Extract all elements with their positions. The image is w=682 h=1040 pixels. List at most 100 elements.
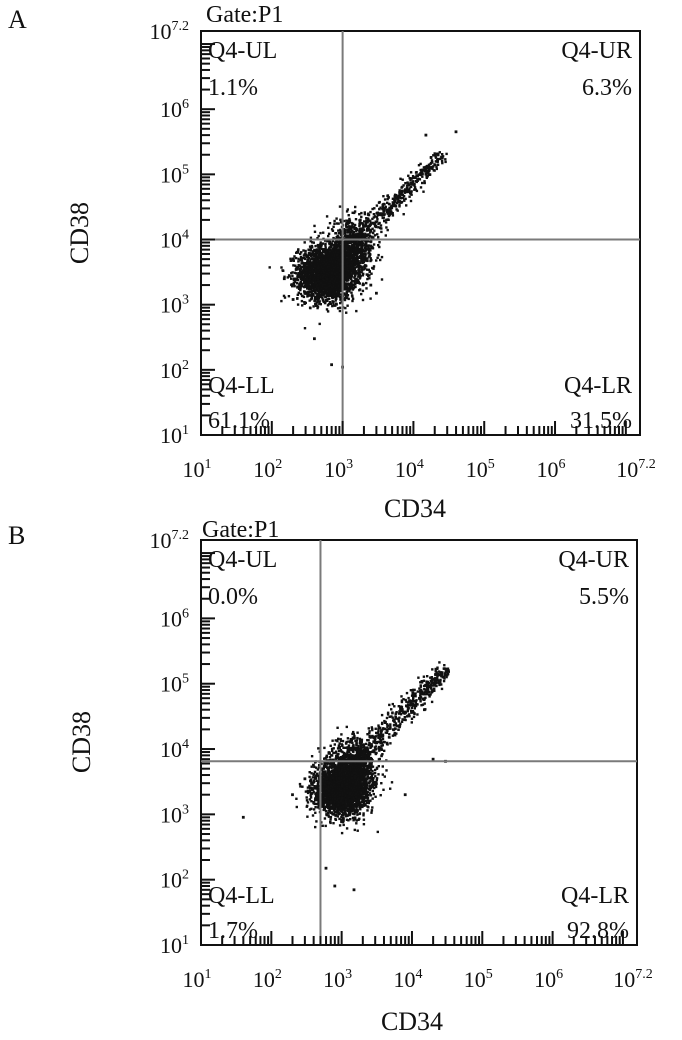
event-dot (352, 245, 355, 248)
event-dot (400, 189, 404, 192)
event-dot (437, 157, 440, 161)
event-dot (318, 766, 321, 769)
event-dot (320, 247, 324, 251)
event-dot (354, 279, 357, 283)
event-dot (331, 247, 335, 250)
event-dot (353, 279, 356, 283)
event-dot (358, 234, 362, 237)
event-dot (319, 241, 322, 244)
event-dot (308, 245, 312, 248)
event-dot (346, 237, 349, 240)
event-dot (345, 262, 349, 265)
event-dot (405, 189, 408, 192)
event-dot (324, 298, 328, 302)
event-dot (357, 242, 360, 245)
tick-base: 10 (324, 457, 346, 482)
event-dot (300, 272, 303, 276)
event-dot (335, 236, 338, 239)
quadrant-q4-ul: Q4-UL1.1% (208, 38, 277, 101)
event-dot (360, 231, 363, 234)
event-dot (360, 268, 363, 271)
event-dot (318, 322, 321, 326)
event-dot (409, 190, 412, 194)
event-dot (289, 257, 292, 260)
panel-label: B (8, 521, 25, 550)
event-dot (311, 251, 315, 255)
event-dot (352, 819, 355, 822)
event-dot (356, 234, 359, 237)
event-dot (369, 240, 372, 244)
event-dot (367, 274, 370, 278)
event-dot (337, 229, 340, 232)
event-dot (334, 248, 337, 251)
event-dot (343, 231, 346, 234)
event-dot (301, 285, 304, 288)
event-dot (360, 257, 363, 260)
event-dot (349, 276, 353, 279)
event-dot (314, 282, 318, 285)
event-dot (311, 274, 315, 277)
event-dot (308, 798, 312, 801)
event-dot (295, 805, 298, 809)
event-dot (352, 254, 356, 258)
event-dot (363, 212, 367, 216)
event-dot (327, 232, 331, 235)
event-dot (375, 216, 379, 219)
event-dot (322, 271, 326, 274)
event-dot (346, 279, 350, 282)
event-dot (316, 249, 319, 252)
event-dot (407, 174, 410, 177)
event-dot (381, 207, 384, 211)
event-dot (315, 248, 318, 252)
event-dot (344, 224, 348, 227)
event-dot (346, 304, 349, 307)
event-dot (432, 154, 435, 157)
event-dot (339, 231, 342, 234)
event-dot (306, 287, 309, 290)
event-dot (399, 197, 402, 200)
event-dot (415, 189, 419, 193)
event-dot (398, 190, 402, 193)
event-dot (321, 242, 325, 245)
event-dot (324, 295, 328, 299)
event-dot (331, 270, 334, 273)
event-dot (340, 263, 343, 266)
event-dot (293, 255, 296, 258)
event-dot (342, 219, 346, 223)
event-dot (310, 807, 313, 810)
event-dot (407, 188, 410, 191)
event-dot (299, 287, 302, 290)
event-dot (351, 295, 354, 298)
event-dot (322, 256, 326, 260)
event-dot (331, 239, 334, 243)
event-dot (344, 295, 347, 298)
event-dot (368, 274, 371, 277)
event-dot (372, 243, 376, 246)
event-dot (336, 251, 340, 254)
event-dot (361, 235, 365, 238)
event-dot (349, 232, 352, 236)
event-dot (345, 293, 348, 296)
event-dot (340, 261, 343, 264)
event-dot (310, 281, 313, 284)
event-dot (327, 815, 331, 818)
event-dot (327, 282, 330, 285)
tick-exponent: 7.2 (172, 19, 190, 34)
event-dot (378, 241, 381, 244)
event-dot (347, 256, 351, 259)
event-dot (386, 218, 389, 221)
event-dot (437, 153, 440, 156)
dot-cloud (268, 130, 458, 369)
event-dot (362, 261, 366, 264)
event-dot (297, 272, 300, 275)
event-dot (378, 245, 381, 249)
event-dot (427, 173, 430, 176)
event-dot (328, 755, 332, 759)
event-dot (325, 252, 328, 255)
event-dot (364, 264, 368, 267)
event-dot (322, 260, 326, 264)
event-dot (335, 281, 339, 284)
event-dot (328, 251, 331, 254)
event-dot (360, 215, 363, 219)
